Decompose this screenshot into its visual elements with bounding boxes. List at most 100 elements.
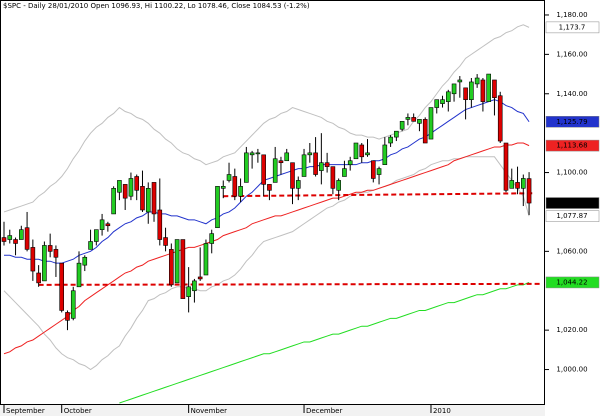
candle-body	[117, 180, 122, 193]
candle-body	[59, 262, 65, 311]
candle-body	[30, 247, 36, 272]
candle-body	[365, 152, 370, 156]
candle-body	[417, 119, 422, 124]
candle-body	[19, 229, 24, 240]
candle-body	[492, 79, 497, 99]
candle-body	[65, 312, 70, 321]
candle-body	[128, 178, 134, 197]
candle-body	[376, 168, 382, 175]
y-tick-label: 1,180.00	[556, 11, 587, 19]
candle-body	[145, 188, 151, 213]
candle-body	[140, 186, 145, 211]
price-tag-label: 1,077.87	[556, 212, 587, 220]
candle-body	[445, 91, 451, 102]
indicator-line	[119, 281, 530, 404]
candle-body	[7, 235, 13, 240]
candle-body	[509, 180, 515, 189]
candle-body	[347, 160, 353, 165]
candle-body	[226, 174, 232, 181]
candle-body	[157, 209, 163, 240]
candle-body	[255, 152, 261, 155]
candle-body	[469, 81, 474, 100]
candle-body	[94, 229, 99, 242]
candle-body	[209, 233, 215, 244]
candle-body	[111, 188, 116, 215]
candle-body	[394, 130, 399, 138]
price-tag	[545, 116, 600, 128]
candle-body	[295, 180, 301, 189]
chart-title: $SPC - Daily 28/01/2010 Open 1096.93, Hi…	[3, 2, 310, 10]
y-tick-label: 1,140.00	[556, 90, 587, 98]
candle-body	[434, 99, 440, 108]
candle-body	[197, 276, 203, 280]
candle-body	[82, 256, 88, 266]
candle-body	[99, 219, 105, 230]
x-tick-label: September	[6, 407, 45, 415]
candle-body	[284, 152, 290, 162]
candle-body	[76, 262, 82, 288]
price-tag-label: 1,173.7	[559, 23, 586, 31]
candle-body	[359, 144, 365, 158]
candle-body	[503, 142, 509, 191]
x-tick-label: November	[191, 407, 228, 415]
candle-body	[220, 186, 226, 189]
price-tag	[545, 21, 600, 34]
candle-body	[232, 176, 238, 197]
x-tick-label: October	[64, 407, 92, 415]
x-axis-strip	[0, 405, 545, 416]
candle-body	[88, 241, 93, 250]
candle-body	[215, 186, 220, 229]
candle-body	[70, 290, 76, 319]
price-tag-label: 1,125.79	[556, 118, 587, 126]
candle-body	[388, 136, 393, 144]
candle-body	[267, 184, 272, 191]
candle-body	[440, 99, 445, 104]
candle-body	[474, 77, 480, 85]
candle-body	[122, 184, 128, 199]
candle-body	[244, 152, 249, 183]
indicator-line	[3, 156, 530, 371]
candle-body	[192, 280, 197, 292]
y-tick-label: 1,020.00	[556, 326, 587, 334]
candle-body	[180, 239, 186, 299]
price-tag-label: 1,113.68	[556, 142, 587, 150]
candle-body	[1, 237, 7, 242]
candle-body	[451, 83, 457, 95]
candle-body	[151, 182, 157, 215]
candle-body	[463, 87, 468, 100]
candle-body	[422, 119, 428, 144]
candle-body	[169, 249, 174, 286]
candle-body	[36, 272, 41, 284]
candle-body	[203, 243, 209, 276]
candle-body	[480, 79, 486, 102]
candle-body	[134, 176, 140, 191]
trend-line	[223, 192, 535, 198]
price-tag-label: 1,084.53	[556, 199, 587, 207]
candle-body	[24, 227, 30, 250]
y-tick-label: 1,000.00	[556, 366, 587, 374]
price-tag	[545, 276, 600, 289]
candle-body	[399, 121, 405, 130]
candle-body	[174, 239, 180, 284]
candle-body	[342, 168, 347, 177]
x-tick-label: December	[306, 407, 342, 415]
candle-body	[405, 117, 411, 120]
candle-body	[301, 154, 307, 177]
price-tag-label: 1,044.22	[556, 278, 587, 286]
candle-body	[249, 152, 255, 156]
candle-body	[457, 79, 463, 83]
candle-body	[370, 160, 376, 179]
candle-body	[313, 152, 318, 175]
candle-body	[382, 144, 388, 165]
candle-body	[526, 178, 532, 204]
candle-body	[324, 162, 330, 167]
candle-body	[428, 107, 434, 140]
candle-body	[186, 286, 191, 297]
candle-body	[47, 245, 53, 252]
candle-body	[515, 182, 520, 189]
candle-body	[319, 162, 324, 171]
candle-body	[42, 245, 47, 282]
candle-body	[307, 152, 313, 156]
